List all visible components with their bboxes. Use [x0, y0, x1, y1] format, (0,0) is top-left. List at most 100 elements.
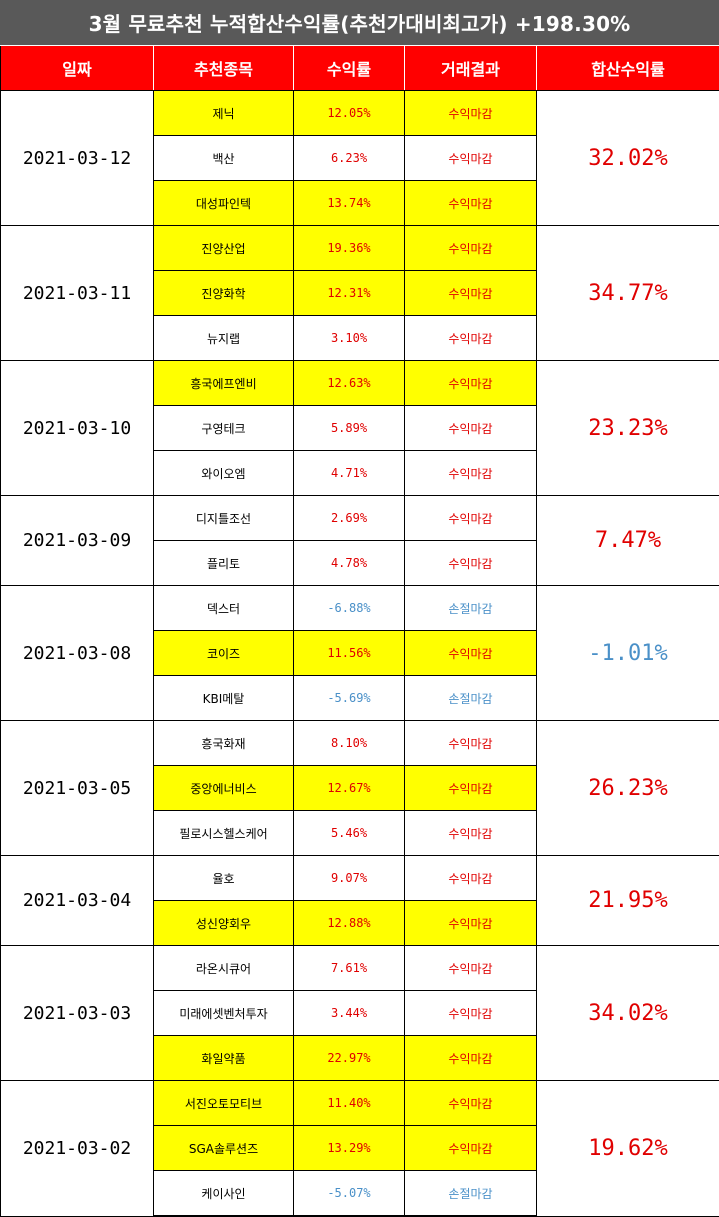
header-date: 일짜 — [1, 46, 154, 91]
result-cell: 수익마감 — [405, 406, 537, 451]
stock-name-cell: 케이사인 — [154, 1171, 294, 1217]
date-cell: 2021-03-11 — [1, 226, 154, 361]
stock-name-cell: 디지틀조선 — [154, 496, 294, 541]
return-cell: 12.88% — [294, 901, 405, 946]
stock-name-cell: KBI메탈 — [154, 676, 294, 721]
result-cell: 수익마감 — [405, 991, 537, 1036]
stock-name-cell: 성신양회우 — [154, 901, 294, 946]
result-cell: 수익마감 — [405, 811, 537, 856]
return-cell: 12.63% — [294, 361, 405, 406]
sum-cell: 26.23% — [537, 721, 719, 856]
result-cell: 수익마감 — [405, 226, 537, 271]
sum-cell: 23.23% — [537, 361, 719, 496]
return-cell: 19.36% — [294, 226, 405, 271]
sum-cell: 34.02% — [537, 946, 719, 1081]
return-cell: 9.07% — [294, 856, 405, 901]
return-cell: 2.69% — [294, 496, 405, 541]
sum-cell: 7.47% — [537, 496, 719, 586]
stock-name-cell: 미래에셋벤처투자 — [154, 991, 294, 1036]
date-cell: 2021-03-09 — [1, 496, 154, 586]
sum-cell: 21.95% — [537, 856, 719, 946]
result-cell: 수익마감 — [405, 1036, 537, 1081]
stock-name-cell: 흥국화재 — [154, 721, 294, 766]
result-cell: 수익마감 — [405, 946, 537, 991]
return-cell: 13.29% — [294, 1126, 405, 1171]
result-cell: 수익마감 — [405, 856, 537, 901]
result-cell: 손절마감 — [405, 586, 537, 631]
return-cell: 3.10% — [294, 316, 405, 361]
return-cell: 12.67% — [294, 766, 405, 811]
return-cell: 12.31% — [294, 271, 405, 316]
header-stock: 추천종목 — [154, 46, 294, 91]
stock-name-cell: 서진오토모티브 — [154, 1081, 294, 1126]
return-cell: 5.46% — [294, 811, 405, 856]
stock-name-cell: 백산 — [154, 136, 294, 181]
stock-name-cell: 진양화학 — [154, 271, 294, 316]
result-cell: 수익마감 — [405, 1126, 537, 1171]
result-cell: 수익마감 — [405, 91, 537, 136]
stock-name-cell: 진양산업 — [154, 226, 294, 271]
result-cell: 수익마감 — [405, 631, 537, 676]
return-cell: 4.78% — [294, 541, 405, 586]
return-cell: -5.69% — [294, 676, 405, 721]
result-cell: 손절마감 — [405, 676, 537, 721]
stock-name-cell: 중앙에너비스 — [154, 766, 294, 811]
return-cell: 12.05% — [294, 91, 405, 136]
date-cell: 2021-03-10 — [1, 361, 154, 496]
header-row: 일짜 추천종목 수익률 거래결과 합산수익률 — [1, 46, 719, 91]
header-return: 수익률 — [294, 46, 405, 91]
stock-name-cell: 와이오엠 — [154, 451, 294, 496]
stock-name-cell: 흥국에프엔비 — [154, 361, 294, 406]
return-cell: 6.23% — [294, 136, 405, 181]
return-cell: 8.10% — [294, 721, 405, 766]
stock-name-cell: 화일약품 — [154, 1036, 294, 1081]
return-cell: 4.71% — [294, 451, 405, 496]
stock-name-cell: 플리토 — [154, 541, 294, 586]
return-cell: 22.97% — [294, 1036, 405, 1081]
return-cell: -5.07% — [294, 1171, 405, 1217]
date-cell: 2021-03-08 — [1, 586, 154, 721]
result-cell: 수익마감 — [405, 1081, 537, 1126]
sum-cell: -1.01% — [537, 586, 719, 721]
result-cell: 수익마감 — [405, 136, 537, 181]
stock-name-cell: 제닉 — [154, 91, 294, 136]
stock-name-cell: 필로시스헬스케어 — [154, 811, 294, 856]
date-cell: 2021-03-04 — [1, 856, 154, 946]
date-cell: 2021-03-03 — [1, 946, 154, 1081]
stock-name-cell: 구영테크 — [154, 406, 294, 451]
result-cell: 수익마감 — [405, 496, 537, 541]
date-cell: 2021-03-05 — [1, 721, 154, 856]
result-cell: 수익마감 — [405, 766, 537, 811]
stock-name-cell: 코이즈 — [154, 631, 294, 676]
result-cell: 수익마감 — [405, 271, 537, 316]
stock-name-cell: 대성파인텍 — [154, 181, 294, 226]
result-cell: 수익마감 — [405, 181, 537, 226]
date-cell: 2021-03-12 — [1, 91, 154, 226]
sum-cell: 19.62% — [537, 1081, 719, 1217]
header-sum: 합산수익률 — [537, 46, 719, 91]
result-cell: 수익마감 — [405, 451, 537, 496]
result-cell: 수익마감 — [405, 901, 537, 946]
result-cell: 수익마감 — [405, 721, 537, 766]
return-cell: -6.88% — [294, 586, 405, 631]
return-cell: 5.89% — [294, 406, 405, 451]
result-cell: 수익마감 — [405, 316, 537, 361]
sum-cell: 34.77% — [537, 226, 719, 361]
stock-name-cell: 율호 — [154, 856, 294, 901]
stock-name-cell: 덱스터 — [154, 586, 294, 631]
return-cell: 13.74% — [294, 181, 405, 226]
sum-cell: 32.02% — [537, 91, 719, 226]
stock-name-cell: 라온시큐어 — [154, 946, 294, 991]
page-title: 3월 무료추천 누적합산수익률(추천가대비최고가) +198.30% — [0, 0, 719, 45]
result-cell: 수익마감 — [405, 541, 537, 586]
